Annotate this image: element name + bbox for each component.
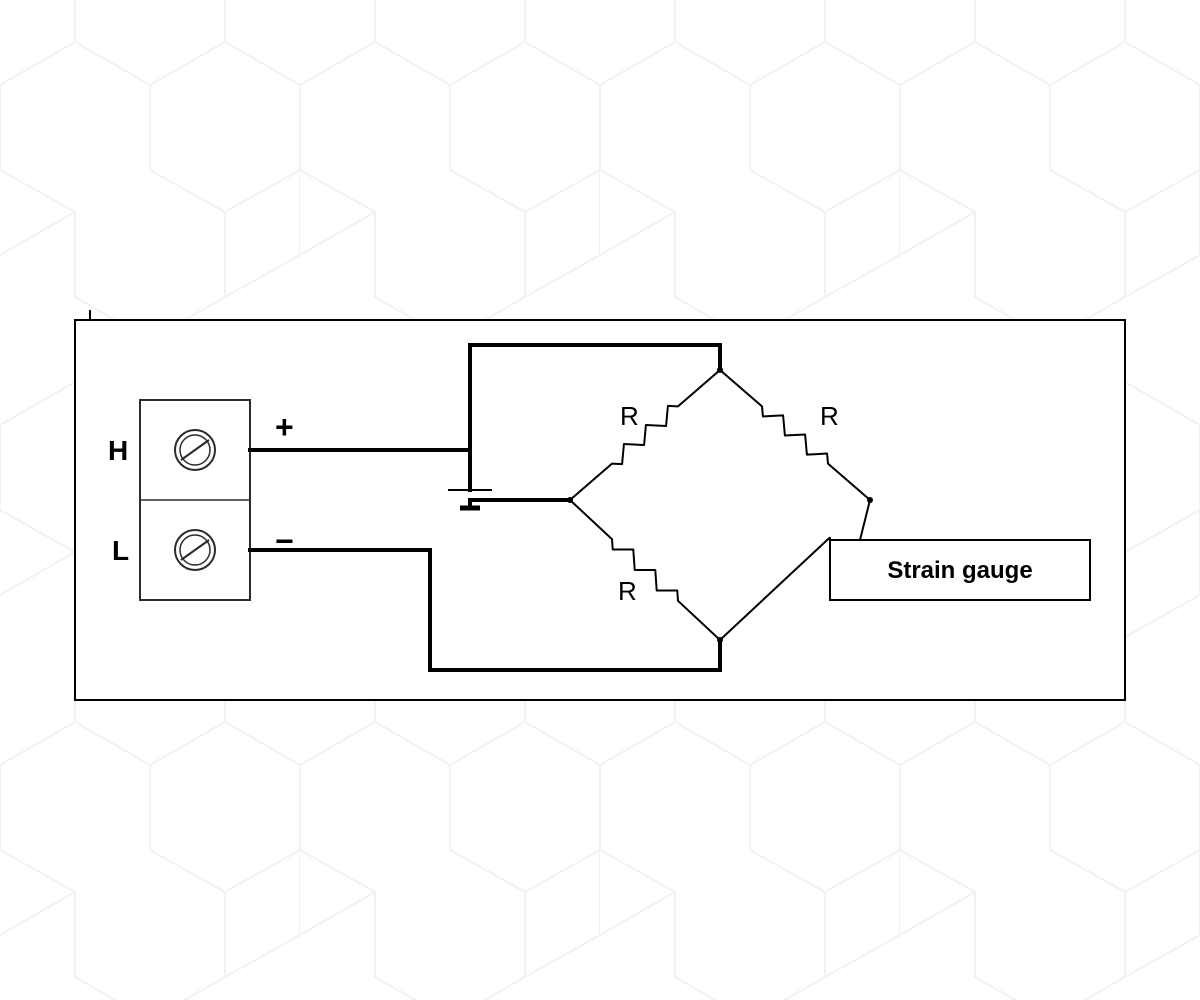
bridge-node bbox=[867, 497, 873, 503]
label-l: L bbox=[112, 535, 129, 566]
label-plus: + bbox=[275, 409, 294, 445]
bridge-node bbox=[717, 637, 723, 643]
label-r-top-left: R bbox=[620, 401, 639, 431]
label-h: H bbox=[108, 435, 128, 466]
label-r-top-right: R bbox=[820, 401, 839, 431]
label-minus: − bbox=[275, 523, 294, 559]
terminal-screw bbox=[175, 430, 215, 470]
label-r-bottom-left: R bbox=[618, 576, 637, 606]
terminal-screw bbox=[175, 530, 215, 570]
bridge-node bbox=[717, 367, 723, 373]
strain-gauge-label: Strain gauge bbox=[887, 557, 1032, 584]
circuit-diagram: H L + − R R R Strain gauge bbox=[0, 0, 1200, 1000]
bridge-node bbox=[567, 497, 573, 503]
